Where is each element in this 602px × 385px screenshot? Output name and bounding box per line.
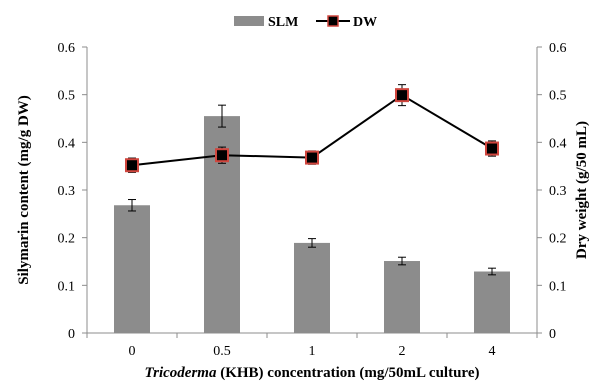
dw-point: [125, 158, 139, 173]
dw-point: [215, 148, 229, 163]
x-axis-title-rest: (KHB) concentration (mg/50mL culture): [216, 365, 479, 381]
y-left-tick-label: 0.1: [58, 279, 76, 294]
y-right-tick-label: 0.1: [549, 279, 567, 294]
y-left-tick-label: 0.2: [58, 232, 76, 247]
legend-label-dw: DW: [353, 15, 377, 30]
dw-line-series: [125, 84, 499, 173]
slm-bar: [294, 242, 330, 333]
x-ticks: 0 0.5 1 2 4: [86, 333, 538, 359]
x-tick-label: 0: [129, 344, 136, 359]
y-right-tick-label: 0.2: [549, 232, 567, 247]
x-tick-label: 1: [309, 344, 316, 359]
y-right-tick-label: 0.3: [549, 184, 567, 199]
x-tick-label: 0.5: [213, 344, 231, 359]
y-axis-title-left: Silymarin content (mg/g DW): [16, 95, 32, 285]
y-right-ticks: 0 0.1 0.2 0.3 0.4 0.5 0.6: [537, 41, 567, 342]
y-left-tick-label: 0.6: [58, 41, 76, 56]
slm-bar: [474, 271, 510, 333]
slm-bar: [384, 261, 420, 333]
y-left-tick-label: 0.3: [58, 184, 76, 199]
legend-label-slm: SLM: [268, 15, 298, 30]
y-left-tick-label: 0.5: [58, 89, 76, 104]
x-axis-title-italic: Tricoderma: [145, 365, 217, 381]
legend-swatch-slm: [234, 16, 264, 26]
y-left-ticks: 0 0.1 0.2 0.3 0.4 0.5 0.6: [58, 41, 87, 342]
y-right-tick-label: 0.5: [549, 89, 567, 104]
x-axis-title: Tricoderma (KHB) concentration (mg/50mL …: [145, 365, 480, 381]
y-right-tick-label: 0.6: [549, 41, 567, 56]
x-tick-label: 4: [489, 344, 496, 359]
legend: SLM DW: [234, 15, 377, 30]
dw-point: [485, 141, 499, 156]
dw-point: [305, 150, 319, 165]
y-left-tick-label: 0.4: [58, 136, 76, 151]
dw-point: [395, 88, 409, 103]
slm-bar: [114, 205, 150, 333]
x-tick-label: 2: [399, 344, 406, 359]
slm-bars: [114, 104, 510, 333]
y-right-tick-label: 0: [549, 327, 556, 342]
legend-swatch-dw-marker: [327, 15, 339, 27]
y-axis-title-right: Dry weight (g/50 mL): [574, 121, 590, 259]
y-left-tick-label: 0: [68, 327, 75, 342]
y-right-tick-label: 0.4: [549, 136, 567, 151]
